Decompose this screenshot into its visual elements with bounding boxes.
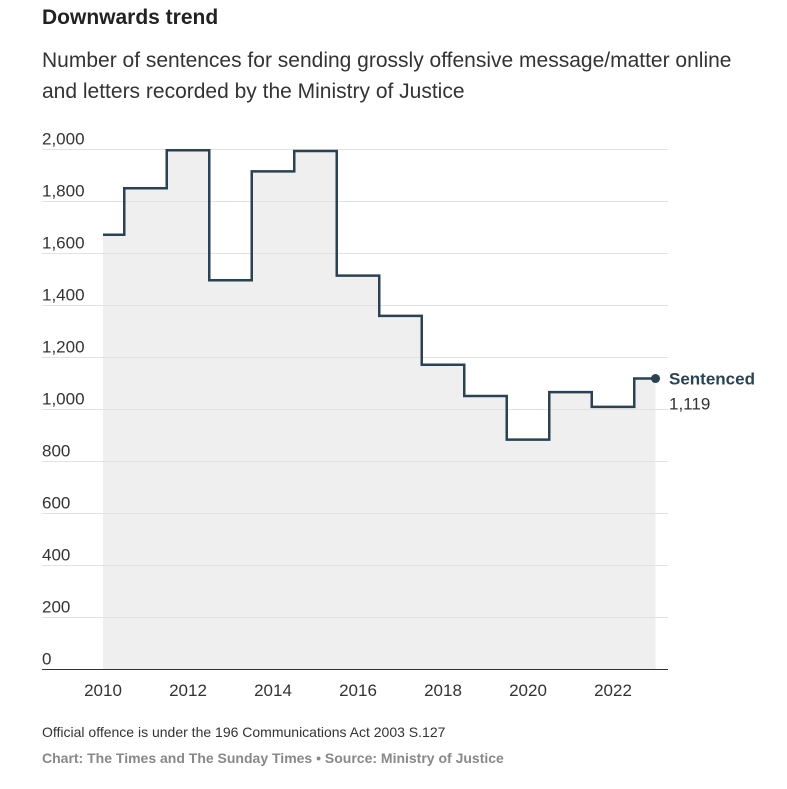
y-tick-label: 1,200 <box>42 338 85 357</box>
series-line-sentenced <box>103 149 656 441</box>
x-tick-label: 2012 <box>169 681 207 700</box>
y-tick-label: 800 <box>42 442 70 461</box>
x-tick-label: 2016 <box>339 681 377 700</box>
x-tick-label: 2010 <box>84 681 122 700</box>
end-point-marker <box>651 374 660 384</box>
x-tick-label: 2020 <box>509 681 547 700</box>
chart-title: Downwards trend <box>42 6 219 29</box>
y-tick-label: 600 <box>42 494 70 513</box>
x-tick-label: 2014 <box>254 681 292 700</box>
y-tick-label: 1,800 <box>42 182 85 201</box>
y-tick-label: 1,600 <box>42 234 85 253</box>
y-tick-label: 2,000 <box>42 130 85 149</box>
credit: Chart: The Times and The Sunday Times • … <box>42 750 504 766</box>
y-tick-label: 400 <box>42 546 70 565</box>
y-tick-label: 1,400 <box>42 286 85 305</box>
y-tick-label: 200 <box>42 598 70 617</box>
y-tick-label: 1,000 <box>42 390 85 409</box>
x-tick-label: 2022 <box>594 681 632 700</box>
x-tick-label: 2018 <box>424 681 462 700</box>
footnote: Official offence is under the 196 Commun… <box>42 724 446 740</box>
series-end-value: 1,119 <box>669 395 710 414</box>
chart-subtitle: Number of sentences for sending grossly … <box>42 49 732 103</box>
series-label: Sentenced <box>669 370 755 389</box>
y-tick-label: 0 <box>42 650 51 669</box>
